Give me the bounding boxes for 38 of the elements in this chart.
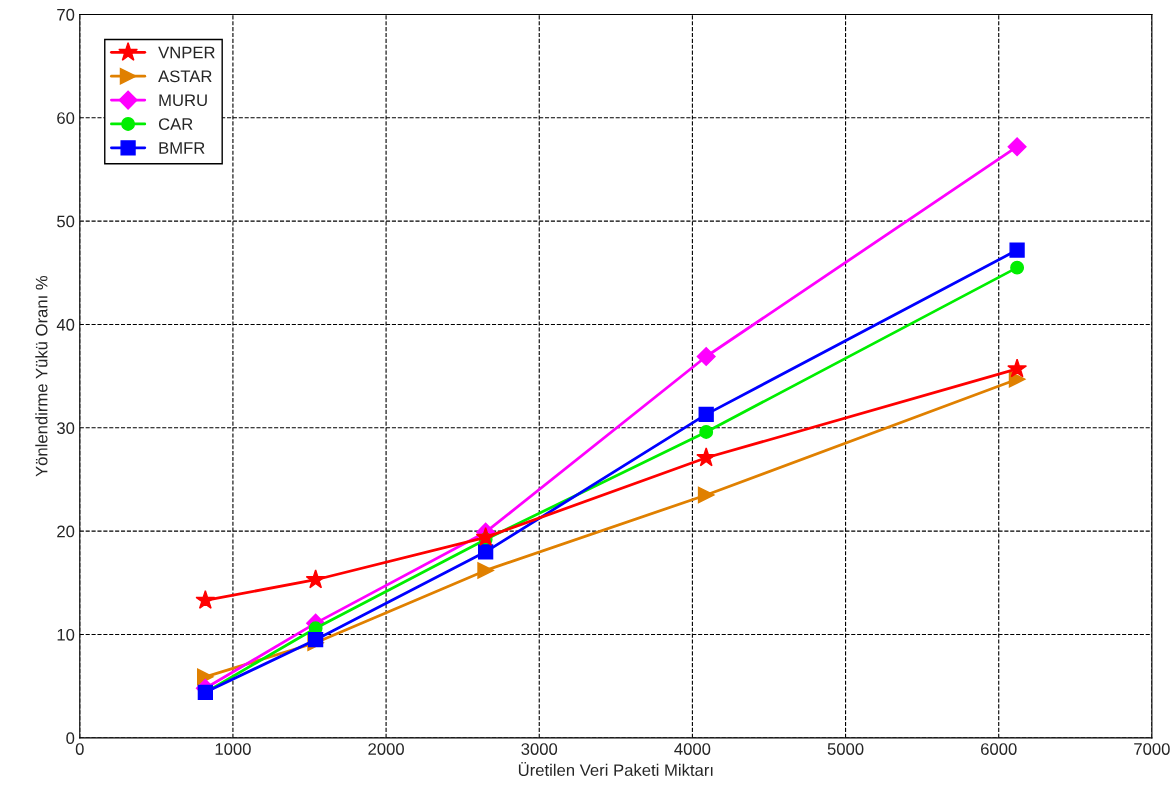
point — [1007, 137, 1027, 157]
y-tick-label: 0 — [66, 732, 75, 745]
point — [1010, 260, 1025, 275]
legend-label: CAR — [158, 118, 193, 130]
x-tick-label: 4000 — [674, 743, 711, 755]
y-tick-label: 20 — [57, 525, 75, 538]
point — [698, 406, 714, 423]
point — [696, 346, 716, 367]
point — [696, 447, 717, 467]
point — [477, 544, 494, 560]
y-axis-title: Yönlendirme Yükü Oranı % — [35, 275, 48, 477]
x-tick-label: 1000 — [215, 743, 251, 755]
legend-label: ASTAR — [158, 70, 212, 83]
y-tick-label: 60 — [57, 112, 75, 124]
x-tick-label: 0 — [75, 743, 84, 755]
y-tick-label: 30 — [57, 422, 75, 435]
x-axis-title: Üretilen Veri Paketi Miktarı — [518, 761, 713, 777]
y-tick-label: 70 — [57, 8, 75, 21]
x-tick-label: 3000 — [521, 743, 558, 755]
legend-label: VNPER — [158, 46, 215, 59]
point — [477, 562, 494, 579]
point — [195, 589, 216, 609]
point — [1007, 358, 1028, 378]
point — [197, 668, 214, 686]
y-tick-label: 50 — [57, 215, 75, 228]
y-tick-label: 10 — [57, 628, 75, 641]
legend-label: BMFR — [159, 142, 205, 154]
point — [697, 486, 715, 504]
point — [305, 569, 326, 589]
point — [699, 424, 714, 439]
y-tick-label: 40 — [56, 318, 75, 331]
legend-label: MURU — [159, 94, 207, 107]
point — [1009, 242, 1025, 258]
x-tick-label: 5000 — [827, 743, 864, 755]
x-tick-label: 6000 — [981, 743, 1017, 755]
point — [307, 632, 324, 648]
x-tick-label: 7000 — [1134, 743, 1170, 755]
x-tick-label: 2000 — [368, 743, 404, 755]
